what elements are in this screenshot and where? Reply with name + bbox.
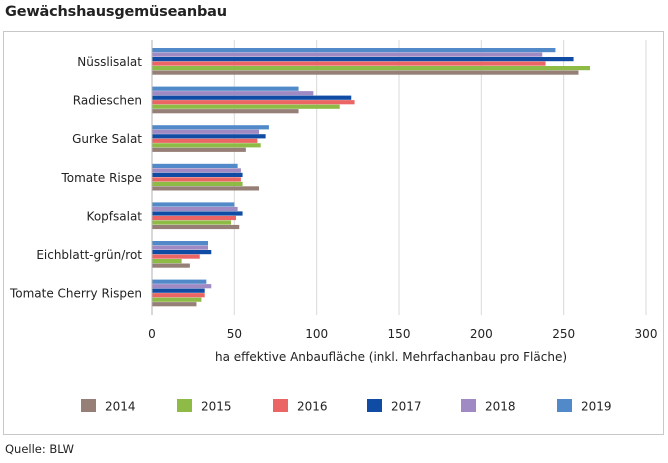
bar-2018-4 — [152, 206, 238, 212]
x-tick-label: 50 — [227, 327, 242, 341]
bar-2016-0 — [152, 61, 546, 66]
bar-2016-2 — [152, 138, 258, 143]
bar-2017-0 — [152, 57, 574, 62]
legend-swatch-2016 — [273, 399, 288, 412]
bar-2016-6 — [152, 293, 205, 298]
bar-2018-1 — [152, 91, 314, 96]
legend-label: 2017 — [391, 400, 422, 414]
bar-2018-6 — [152, 284, 212, 289]
bar-2017-1 — [152, 95, 352, 100]
bar-2019-1 — [152, 86, 299, 91]
x-tick-label: 250 — [552, 327, 575, 341]
x-tick-label: 200 — [470, 327, 493, 341]
bar-2018-5 — [152, 245, 208, 250]
legend-label: 2016 — [297, 400, 328, 414]
category-label: Radieschen — [73, 94, 142, 108]
x-tick-label: 0 — [148, 327, 156, 341]
bar-2016-3 — [152, 177, 241, 182]
x-tick-label: 150 — [388, 327, 411, 341]
bar-2014-4 — [152, 224, 240, 230]
bars — [152, 48, 591, 307]
legend-swatch-2017 — [367, 399, 382, 412]
bar-2016-4 — [152, 215, 236, 221]
bar-2015-2 — [152, 143, 261, 148]
bar-2019-3 — [152, 163, 238, 168]
bar-2019-0 — [152, 48, 556, 53]
bar-2019-2 — [152, 125, 269, 130]
category-label: Tomate Cherry Rispen — [9, 287, 142, 301]
category-label: Kopfsalat — [87, 209, 143, 223]
bar-2014-0 — [152, 70, 579, 75]
legend-label: 2019 — [581, 400, 612, 414]
bar-chart: 0 50 100 150 200 250 300 Nüsslisalat Radieschen G… — [9, 40, 658, 414]
bar-2015-3 — [152, 181, 243, 186]
x-axis-title: ha effektive Anbaufläche (inkl. Mehrfach… — [215, 350, 567, 364]
bar-2018-0 — [152, 52, 543, 57]
x-tick-label: 300 — [635, 327, 658, 341]
bar-2015-0 — [152, 66, 591, 71]
page-title: Gewächshausgemüseanbau — [5, 4, 227, 20]
legend-label: 2014 — [105, 400, 136, 414]
bar-2018-2 — [152, 129, 260, 134]
gridlines — [151, 40, 647, 315]
chart-frame: 0 50 100 150 200 250 300 Nüsslisalat Radieschen G… — [3, 31, 664, 435]
bar-2015-1 — [152, 104, 340, 109]
bar-2015-5 — [152, 259, 182, 264]
legend-swatch-2019 — [557, 399, 572, 412]
bar-2014-5 — [152, 263, 190, 268]
category-label: Tomate Rispe — [60, 171, 142, 185]
legend-swatch-2015 — [177, 399, 192, 412]
category-label: Nüsslisalat — [77, 55, 142, 69]
bar-2018-3 — [152, 168, 241, 173]
bar-2015-4 — [152, 220, 232, 225]
bar-2017-3 — [152, 172, 243, 177]
legend-swatch-2014 — [81, 399, 96, 412]
category-label: Gurke Salat — [72, 132, 142, 146]
bar-2019-4 — [152, 202, 235, 207]
legend-label: 2015 — [201, 400, 232, 414]
source-note: Quelle: BLW — [5, 442, 75, 456]
bar-2014-3 — [152, 186, 260, 191]
bar-2017-6 — [152, 288, 205, 293]
legend-swatch-2018 — [461, 399, 476, 412]
bar-2017-2 — [152, 134, 266, 139]
bar-2014-6 — [152, 302, 197, 307]
bar-2017-4 — [152, 211, 243, 216]
bar-2014-2 — [152, 147, 246, 152]
bar-2019-5 — [152, 241, 208, 246]
legend: 2014 2015 2016 2017 2018 2019 — [81, 399, 612, 414]
legend-label: 2018 — [485, 400, 516, 414]
bar-2014-1 — [152, 109, 299, 114]
bar-2017-5 — [152, 250, 212, 255]
bar-2019-6 — [152, 279, 207, 284]
bar-2015-6 — [152, 297, 202, 302]
bar-2016-5 — [152, 254, 200, 259]
axis-labels: 0 50 100 150 200 250 300 Nüsslisalat Radieschen G… — [9, 55, 658, 364]
bar-2016-1 — [152, 100, 355, 105]
x-tick-label: 100 — [305, 327, 328, 341]
category-label: Eichblatt-grün/rot — [36, 248, 142, 262]
